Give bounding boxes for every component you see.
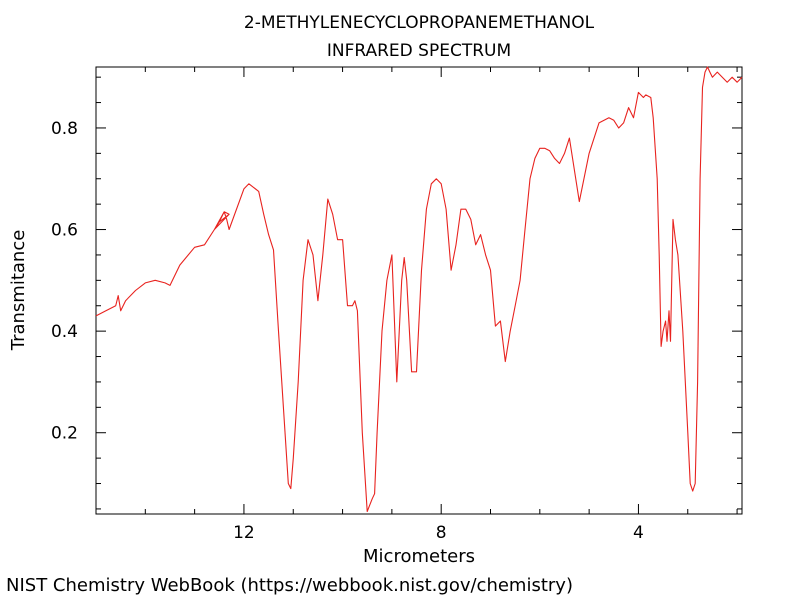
x-axis-label: Micrometers	[363, 546, 475, 567]
y-tick-label: 0.2	[51, 424, 78, 444]
chart-title-line-2: INFRARED SPECTRUM	[327, 41, 511, 61]
plot-frame	[95, 66, 743, 515]
x-axis-ticks: 12 8 4	[144, 67, 738, 543]
x-tick-label: 12	[233, 523, 255, 543]
series-line	[95, 66, 743, 513]
x-tick-label: 8	[436, 523, 447, 543]
y-tick-label: 0.4	[51, 322, 78, 342]
y-axis-ticks: 0.2 0.4 0.6 0.8	[51, 76, 742, 510]
x-tick-label: 4	[633, 523, 644, 543]
y-tick-label: 0.8	[51, 119, 78, 139]
chart-title-line-1: 2-METHYLENECYCLOPROPANEMETHANOL	[244, 13, 595, 33]
source-credit: NIST Chemistry WebBook (https://webbook.…	[6, 575, 573, 596]
y-tick-label: 0.6	[51, 221, 78, 241]
y-axis-label: Transmitance	[8, 230, 29, 352]
